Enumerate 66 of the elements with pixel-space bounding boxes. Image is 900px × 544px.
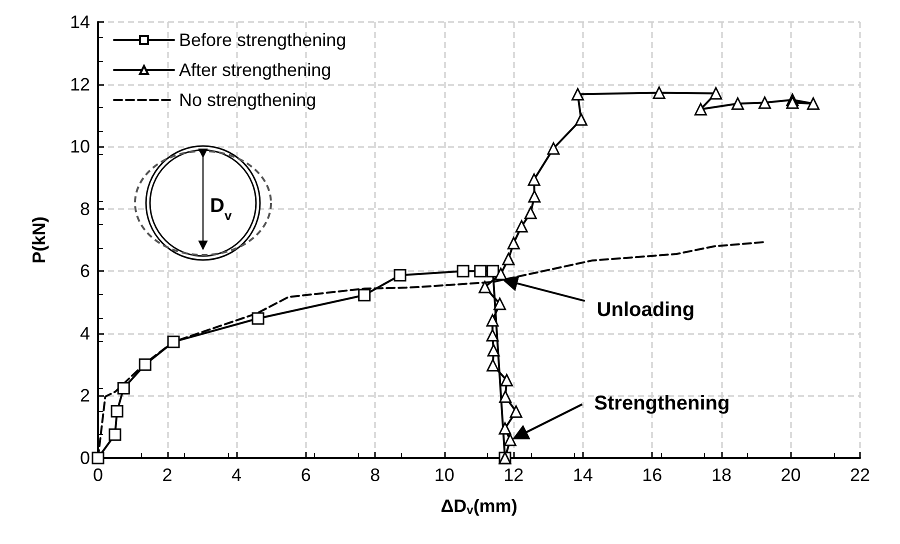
point — [92, 452, 104, 464]
point — [358, 288, 371, 302]
legend-label: Before strengthening — [179, 30, 346, 50]
point — [502, 252, 515, 266]
point — [138, 358, 152, 371]
point — [499, 390, 512, 403]
y-tick-label: 14 — [70, 12, 90, 32]
x-tick-label: 14 — [572, 465, 593, 485]
point — [652, 86, 666, 99]
point — [500, 374, 513, 386]
y-axis-title: P(kN) — [29, 216, 49, 264]
x-tick-label: 18 — [711, 465, 732, 485]
x-tick-label: 4 — [232, 465, 242, 485]
annotation: D$_{v}$ — [210, 195, 232, 222]
y-tick-label: 6 — [80, 261, 90, 282]
point — [494, 298, 506, 310]
point — [117, 382, 130, 394]
x-tick-label: 20 — [780, 465, 801, 485]
point — [478, 280, 492, 294]
point — [504, 434, 516, 446]
annotation: Strengthening — [594, 392, 730, 414]
y-tick-label: 10 — [70, 136, 90, 157]
point — [786, 96, 799, 109]
point — [474, 264, 487, 278]
x-tick-label: 0 — [92, 465, 104, 485]
point — [507, 236, 520, 250]
annotation: Unloading — [596, 298, 695, 321]
x-tick-label: 22 — [850, 465, 870, 485]
point — [524, 206, 537, 220]
point — [486, 329, 499, 342]
point — [528, 173, 540, 186]
x-tick-label: 12 — [504, 465, 524, 485]
point — [806, 97, 820, 110]
y-tick-label: 0 — [80, 448, 90, 468]
point — [110, 405, 124, 418]
point — [547, 142, 560, 155]
point — [487, 344, 500, 356]
point — [571, 88, 584, 100]
legend-label: After strengthening — [179, 60, 332, 80]
point — [515, 220, 528, 233]
point — [486, 264, 500, 278]
point — [456, 264, 470, 278]
point — [252, 312, 264, 325]
x-tick-label: 8 — [370, 465, 380, 485]
y-tick-label: 8 — [80, 198, 90, 219]
point — [167, 336, 180, 348]
point — [108, 428, 122, 441]
point — [731, 97, 744, 110]
point — [394, 268, 406, 282]
legend-label: No strengthening — [179, 90, 316, 110]
point — [486, 358, 500, 372]
y-tick-label: 4 — [80, 323, 90, 344]
y-tick-label: 2 — [80, 386, 90, 406]
point — [528, 190, 541, 203]
point — [710, 87, 722, 100]
point — [498, 422, 512, 435]
x-tick-label: 2 — [162, 465, 172, 485]
x-tick-label: 6 — [300, 465, 311, 485]
y-tick-label: 12 — [70, 74, 90, 94]
point — [574, 113, 588, 126]
x-tick-label: 10 — [434, 465, 454, 485]
x-tick-label: 16 — [642, 465, 662, 485]
point — [694, 102, 707, 116]
point — [486, 314, 499, 327]
point — [510, 405, 522, 418]
point — [758, 96, 771, 109]
